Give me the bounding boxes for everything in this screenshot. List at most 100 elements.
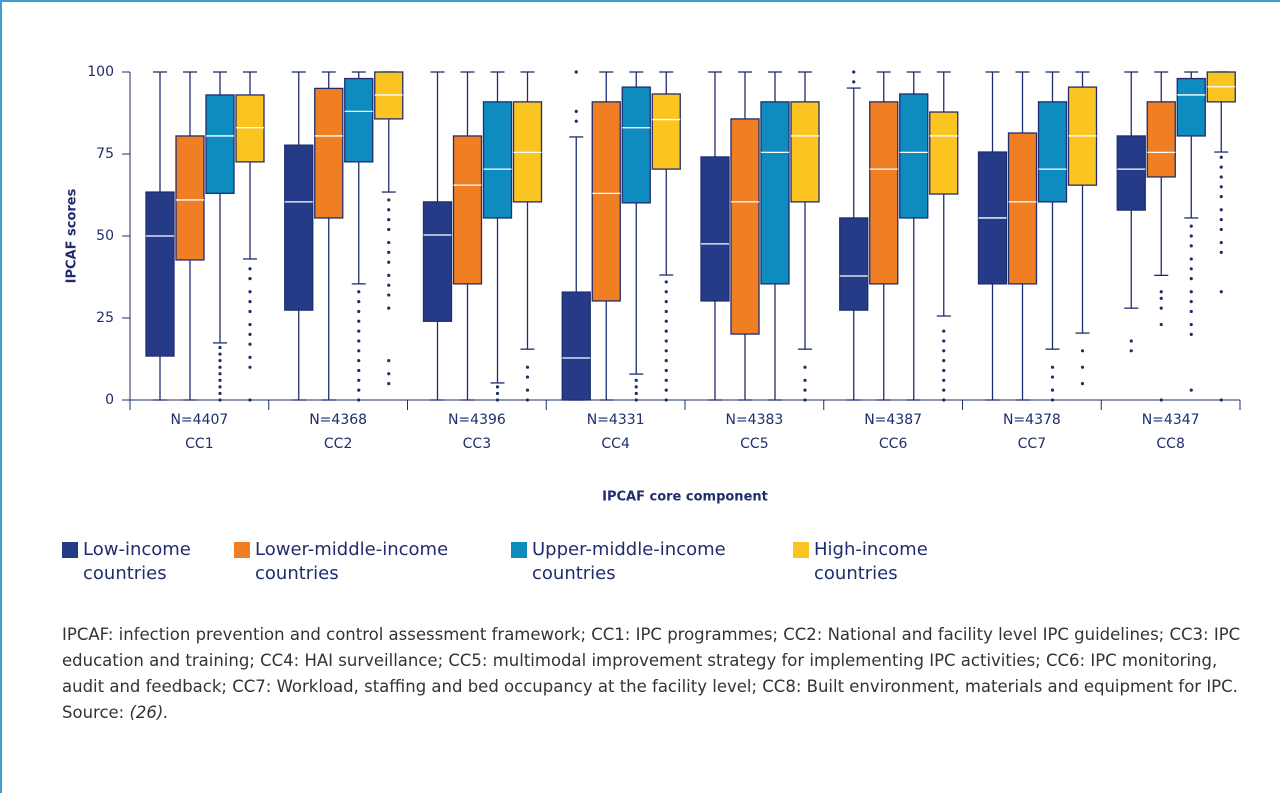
outlier	[387, 293, 391, 297]
outlier	[664, 339, 668, 343]
outlier	[495, 391, 500, 396]
outlier	[357, 329, 361, 333]
outlier	[387, 359, 391, 363]
outlier	[248, 300, 252, 304]
outlier	[852, 80, 856, 84]
outlier	[1189, 234, 1193, 238]
outlier	[942, 349, 946, 353]
outlier	[357, 319, 361, 323]
x-tick-label: CC7	[1018, 436, 1046, 452]
outlier	[525, 365, 530, 369]
outlier	[1189, 277, 1193, 281]
y-tick-label: 100	[87, 64, 114, 80]
outlier	[387, 260, 391, 264]
outlier	[1159, 290, 1163, 294]
outlier	[387, 208, 391, 212]
outlier	[942, 388, 946, 392]
legend-label: High-income countries	[814, 539, 928, 584]
n-label: N=4383	[725, 412, 783, 428]
outlier	[387, 250, 391, 254]
outlier	[574, 119, 578, 123]
outlier	[1219, 155, 1223, 159]
outlier	[1219, 398, 1223, 402]
outlier	[248, 342, 252, 346]
outlier	[1219, 208, 1223, 212]
outlier	[942, 398, 946, 402]
outlier	[248, 309, 252, 314]
outlier	[218, 365, 222, 369]
n-label: N=4331	[587, 412, 645, 428]
outlier	[248, 355, 252, 359]
outlier	[664, 368, 668, 373]
n-label: N=4396	[448, 412, 506, 428]
box	[1037, 101, 1068, 203]
outlier	[1050, 388, 1055, 392]
box	[561, 291, 591, 401]
box	[344, 77, 374, 163]
outlier	[525, 398, 530, 402]
source-ref: (26).	[129, 703, 169, 722]
x-axis-title: IPCAF core component	[602, 490, 768, 505]
outlier	[1080, 365, 1085, 369]
chart: IPCAF scores IPCAF core component 0 25 50 7…	[65, 64, 1241, 505]
outlier	[664, 388, 668, 392]
source: Source: (26).	[62, 700, 1242, 726]
box	[730, 118, 760, 335]
outlier	[803, 398, 807, 402]
box	[422, 201, 453, 322]
outlier	[387, 273, 391, 277]
outlier	[1159, 322, 1163, 327]
box	[621, 86, 651, 204]
outlier	[357, 368, 361, 373]
outlier	[1159, 398, 1163, 402]
outlier	[387, 240, 391, 245]
outlier	[664, 359, 668, 363]
outlier	[1050, 365, 1055, 369]
outlier	[1189, 224, 1193, 228]
legend-label: Low-income countries	[83, 539, 191, 584]
x-tick-label: CC6	[879, 436, 908, 452]
outlier	[852, 70, 856, 74]
outlier	[803, 378, 807, 382]
box	[760, 101, 790, 285]
outlier	[803, 388, 807, 392]
legend-label: Upper-middle-income countries	[532, 539, 726, 584]
box	[1176, 77, 1206, 137]
outlier	[357, 339, 361, 343]
outlier	[942, 378, 946, 382]
outlier	[664, 300, 668, 304]
box	[205, 94, 235, 195]
outlier	[664, 319, 668, 323]
outlier	[942, 329, 946, 333]
outlier	[525, 375, 530, 379]
x-tick-label: CC5	[740, 436, 768, 452]
outlier	[1219, 185, 1223, 189]
outlier	[1129, 349, 1133, 353]
box	[175, 135, 205, 261]
outlier	[357, 349, 361, 353]
outlier	[664, 349, 668, 353]
x-tick-label: CC1	[185, 436, 213, 452]
x-tick-label: CC8	[1156, 436, 1184, 452]
outlier	[1219, 250, 1223, 254]
box	[869, 101, 899, 285]
outlier	[218, 385, 222, 389]
outlier	[1189, 388, 1193, 392]
outlier	[248, 277, 252, 281]
n-label: N=4368	[309, 412, 367, 428]
outlier	[1189, 267, 1193, 271]
outlier	[387, 372, 391, 376]
outlier	[248, 365, 252, 369]
box	[651, 93, 681, 170]
outlier	[387, 198, 391, 202]
legend-item: Lower-middle-income countries	[234, 538, 495, 586]
outlier	[218, 359, 222, 363]
outlier	[1219, 290, 1223, 294]
box	[284, 144, 314, 311]
legend-item: Upper-middle-income countries	[511, 538, 777, 586]
outlier	[1129, 339, 1133, 343]
outlier	[495, 385, 500, 389]
box	[1116, 135, 1146, 211]
legend-swatch	[511, 542, 527, 558]
outlier	[1050, 398, 1055, 402]
